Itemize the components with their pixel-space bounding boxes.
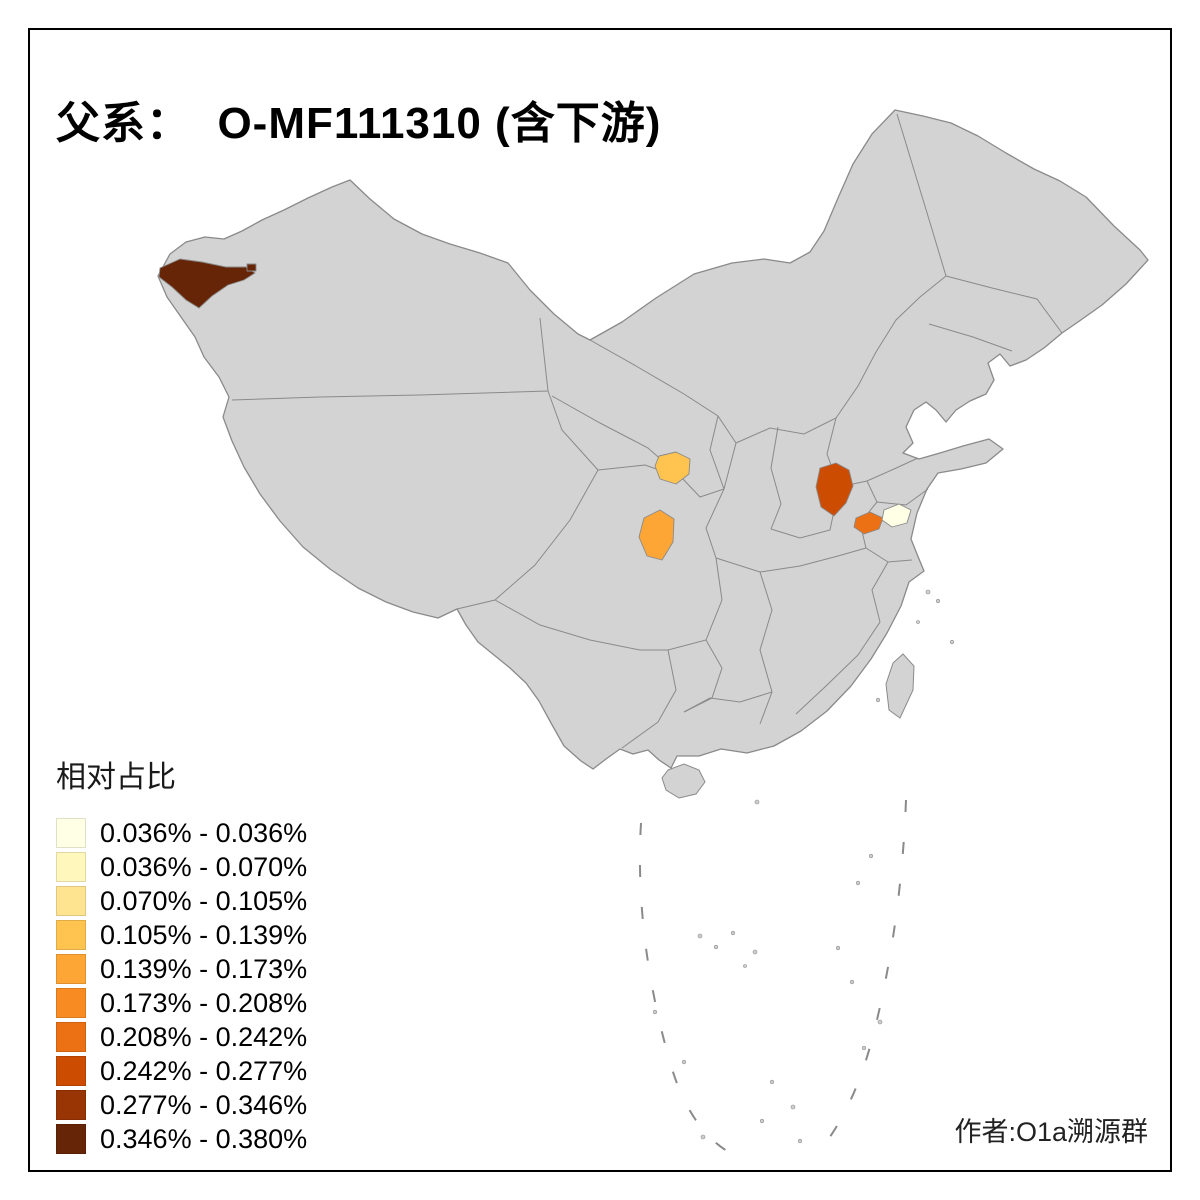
legend-swatch bbox=[56, 920, 86, 950]
author-credit: 作者:O1a溯源群 bbox=[954, 1117, 1148, 1147]
nine-dash-line bbox=[638, 799, 907, 1159]
taiwan-island bbox=[885, 653, 915, 719]
sea-islands bbox=[652, 589, 955, 1144]
legend-swatch bbox=[56, 1056, 86, 1086]
legend: 相对占比 0.036% - 0.036% 0.036% - 0.070% 0.070… bbox=[56, 752, 307, 1158]
legend-label: 0.242% - 0.277% bbox=[100, 1056, 308, 1086]
legend-item: 0.242% - 0.277% bbox=[56, 1056, 307, 1086]
legend-label: 0.070% - 0.105% bbox=[100, 886, 308, 916]
legend-label: 0.105% - 0.139% bbox=[100, 920, 308, 950]
map-title: 父系： O-MF111310 (含下游) bbox=[56, 99, 662, 149]
legend-label: 0.277% - 0.346% bbox=[100, 1090, 308, 1120]
legend-label: 0.036% - 0.036% bbox=[100, 818, 308, 848]
legend-label: 0.208% - 0.242% bbox=[100, 1022, 308, 1052]
legend-label: 0.346% - 0.380% bbox=[100, 1124, 308, 1154]
legend-item: 0.346% - 0.380% bbox=[56, 1124, 307, 1154]
legend-swatch bbox=[56, 852, 86, 882]
legend-swatch bbox=[56, 886, 86, 916]
legend-rows: 0.036% - 0.036% 0.036% - 0.070% 0.070% - 0… bbox=[56, 818, 307, 1154]
legend-item: 0.105% - 0.139% bbox=[56, 920, 307, 950]
region-highlight bbox=[158, 258, 256, 309]
legend-item: 0.036% - 0.036% bbox=[56, 818, 307, 848]
region-highlight bbox=[881, 503, 912, 528]
region-highlight bbox=[815, 462, 854, 517]
province-borders bbox=[231, 113, 1063, 749]
legend-swatch bbox=[56, 988, 86, 1018]
legend-item: 0.139% - 0.173% bbox=[56, 954, 307, 984]
legend-item: 0.070% - 0.105% bbox=[56, 886, 307, 916]
legend-item: 0.036% - 0.070% bbox=[56, 852, 307, 882]
region-highlight bbox=[853, 511, 884, 535]
legend-label: 0.036% - 0.070% bbox=[100, 852, 308, 882]
legend-swatch bbox=[56, 954, 86, 984]
legend-swatch bbox=[56, 1090, 86, 1120]
region-highlight bbox=[654, 451, 691, 485]
mainland-shape bbox=[157, 109, 1149, 770]
hainan-island bbox=[661, 763, 706, 799]
highlighted-regions bbox=[158, 258, 912, 561]
legend-item: 0.277% - 0.346% bbox=[56, 1090, 307, 1120]
legend-label: 0.173% - 0.208% bbox=[100, 988, 308, 1018]
legend-item: 0.208% - 0.242% bbox=[56, 1022, 307, 1052]
legend-swatch bbox=[56, 818, 86, 848]
region-highlight bbox=[638, 509, 675, 561]
region-highlight bbox=[246, 263, 257, 272]
legend-item: 0.173% - 0.208% bbox=[56, 988, 307, 1018]
legend-swatch bbox=[56, 1022, 86, 1052]
legend-label: 0.139% - 0.173% bbox=[100, 954, 308, 984]
legend-swatch bbox=[56, 1124, 86, 1154]
legend-title: 相对占比 bbox=[56, 761, 176, 794]
